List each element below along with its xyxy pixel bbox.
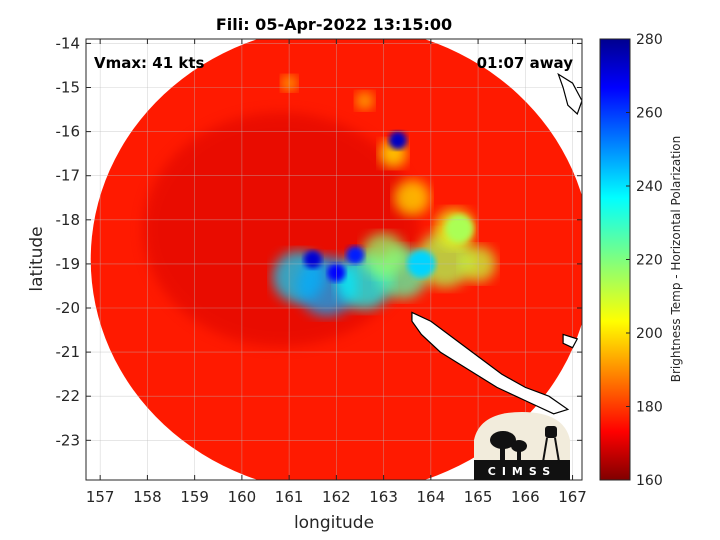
x-tick-label: 166 — [511, 488, 540, 506]
swath-cool-region — [143, 112, 419, 347]
rain-band-cell — [355, 91, 374, 110]
y-tick-label: -14 — [56, 34, 81, 52]
y-tick-label: -15 — [56, 79, 81, 97]
x-tick-label: 167 — [558, 488, 587, 506]
y-tick-label: -23 — [56, 431, 81, 449]
y-tick-label: -18 — [56, 211, 81, 229]
convective-cell — [303, 250, 322, 269]
rain-band-cell — [393, 179, 430, 216]
colorbar-tick-label: 260 — [636, 106, 663, 122]
colorbar-tick-label: 220 — [636, 253, 663, 269]
x-tick-label: 161 — [275, 488, 304, 506]
x-tick-label: 158 — [133, 488, 162, 506]
vmax-annotation: Vmax: 41 kts — [94, 54, 204, 72]
x-tick-label: 162 — [322, 488, 351, 506]
x-ticks: 157 158 159 160 161 162 163 164 165 166 167 — [86, 39, 587, 506]
colorbar — [599, 38, 631, 481]
time-away-annotation: 01:07 away — [477, 54, 574, 72]
y-ticks: -14 -15 -16 -17 -18 -19 -20 -21 -22 -23 — [56, 34, 582, 449]
convective-cell — [445, 214, 474, 243]
y-tick-label: -16 — [56, 123, 81, 141]
colorbar-ticks: 160 180 200 220 240 260 280 — [626, 32, 663, 489]
coastline-vanuatu — [557, 72, 582, 116]
x-axis-label: longitude — [294, 513, 374, 533]
cimss-logo: CIMSS — [474, 412, 570, 480]
y-axis-label: latitude — [27, 226, 47, 291]
x-tick-label: 159 — [180, 488, 209, 506]
colorbar-tick-label: 200 — [636, 326, 663, 342]
convective-cell — [388, 131, 407, 150]
colorbar-label: Brightness Temp - Horizontal Polarizatio… — [669, 136, 683, 383]
coastlines — [411, 72, 582, 415]
colorbar-tick-label: 240 — [636, 179, 663, 195]
x-tick-label: 160 — [228, 488, 257, 506]
x-tick-label: 157 — [86, 488, 115, 506]
plot-frame — [85, 38, 583, 481]
coastline-loyalty-islands — [562, 333, 579, 349]
coastline-new-caledonia — [411, 311, 570, 415]
colorbar-tick-label: 280 — [636, 32, 663, 48]
cimss-logo-text: CIMSS — [488, 465, 556, 478]
y-tick-label: -17 — [56, 167, 81, 185]
y-tick-label: -19 — [56, 255, 81, 273]
chart-title: Fili: 05-Apr-2022 13:15:00 — [216, 15, 452, 34]
x-tick-label: 165 — [464, 488, 493, 506]
x-tick-label: 163 — [369, 488, 398, 506]
y-tick-label: -22 — [56, 387, 81, 405]
colorbar-tick-label: 180 — [636, 400, 663, 416]
colorbar-tick-label: 160 — [636, 473, 663, 489]
y-tick-label: -20 — [56, 299, 81, 317]
gridlines — [86, 39, 582, 480]
x-tick-label: 164 — [417, 488, 446, 506]
convective-cell — [346, 246, 365, 265]
y-tick-label: -21 — [56, 343, 81, 361]
